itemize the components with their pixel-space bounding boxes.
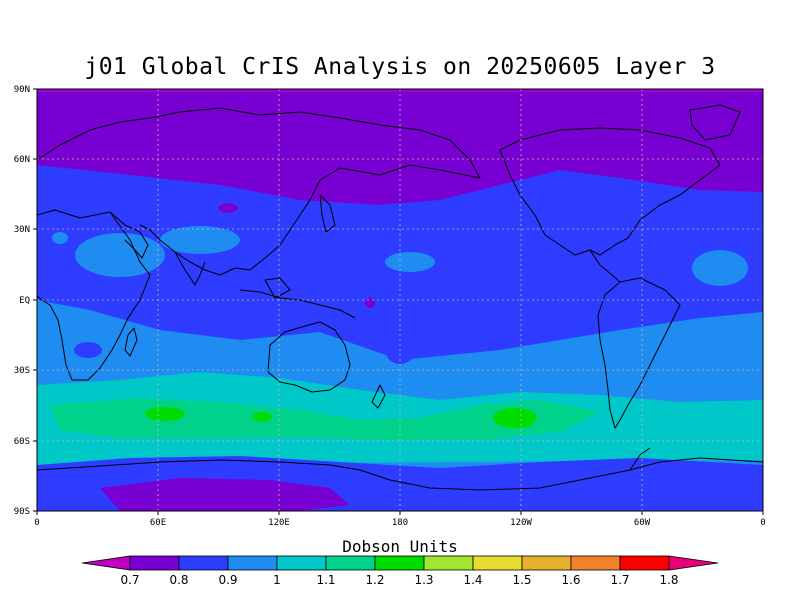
band-greenteal: [50, 398, 600, 440]
coast-arabia: [109, 211, 149, 259]
coast-borneo: [264, 277, 291, 299]
coast-madagascar: [124, 327, 138, 357]
blob-cyan-4: [52, 232, 68, 244]
coast-maritime: [239, 289, 356, 319]
blob-cyan-1: [75, 233, 165, 277]
lat-label-60n: 60N: [14, 155, 30, 165]
map-title: j01 Global CrIS Analysis on 20250605 Lay…: [84, 54, 716, 80]
coast-antarctic-peninsula: [629, 447, 651, 471]
lon-label-60e: 60E: [150, 518, 166, 528]
lat-label-60s: 60S: [14, 437, 30, 447]
band-teal: [37, 372, 763, 465]
colorbar-label: 0.8: [169, 573, 188, 587]
blob-purple-1: [218, 203, 238, 213]
colorbar-segment: [129, 555, 180, 571]
coast-australia: [267, 321, 351, 393]
blob-cyan-2: [160, 226, 240, 254]
colorbar-segment: [325, 555, 376, 571]
colorbar-segment: [374, 555, 425, 571]
max-green-3: [493, 408, 537, 428]
colorbar-label: 0.7: [120, 573, 139, 587]
blob-blue-3: [386, 340, 414, 364]
coastlines: [37, 104, 763, 491]
lon-label-120w: 120W: [510, 518, 532, 528]
colorbar-label: 1.1: [316, 573, 335, 587]
blob-blue-1: [74, 342, 102, 358]
colorbar-label: 1.8: [659, 573, 678, 587]
coast-nz: [371, 384, 386, 409]
colorbar-segment: [423, 555, 474, 571]
coast-asia-east: [139, 164, 481, 276]
colorbar-segment: [276, 555, 327, 571]
blob-purple-2: [365, 298, 375, 308]
coast-greenland: [689, 104, 741, 141]
coast-africa: [37, 209, 151, 381]
lon-label-60w: 60W: [634, 518, 651, 528]
max-green-1: [145, 407, 185, 421]
colorbar-label: 1.5: [512, 573, 531, 587]
coast-india: [174, 251, 206, 286]
colorbar-label: 0.9: [218, 573, 237, 587]
colorbar-label: 1.3: [414, 573, 433, 587]
lon-label-0-end: 0: [760, 518, 765, 528]
colorbar-segment: [178, 555, 229, 571]
lon-axis: 0 60E 120E 180 120W 60W 0: [34, 511, 766, 528]
colorbar-label: 1.7: [610, 573, 629, 587]
colorbar-segment: [472, 555, 523, 571]
lon-label-0: 0: [34, 518, 39, 528]
coast-japan: [319, 194, 336, 233]
lat-label-30n: 30N: [14, 225, 30, 235]
colorbar-segment: [619, 555, 670, 571]
colorbar-label: 1: [273, 573, 281, 587]
lon-label-120e: 120E: [268, 518, 290, 528]
colorbar-label: 1.6: [561, 573, 580, 587]
blob-cyan-5: [692, 250, 748, 286]
polar-purple-south: [100, 478, 350, 511]
colorbar-segment: [570, 555, 621, 571]
coast-antarctica: [37, 457, 763, 491]
lat-label-90s: 90S: [14, 507, 30, 517]
colorbar-arrow-high: [668, 555, 719, 571]
colorbar-title: Dobson Units: [342, 537, 458, 556]
coast-north-america: [499, 127, 721, 256]
colorbar-label: 1.4: [463, 573, 482, 587]
blob-cyan-3: [385, 252, 435, 272]
blob-blue-2: [514, 318, 546, 334]
coast-south-america: [597, 277, 681, 429]
colorbar-arrow-low: [81, 555, 131, 571]
colorbar: 0.7 0.8 0.9 1 1.1 1.2 1.3 1.4 1.5 1.6 1.7 1.8: [81, 555, 719, 587]
grid: [37, 89, 763, 511]
coast-eurasia-north: [37, 107, 481, 179]
max-green-2: [252, 412, 272, 422]
lat-label-90n: 90N: [14, 85, 30, 95]
colorbar-label: 1.2: [365, 573, 384, 587]
colorbar-segment: [521, 555, 572, 571]
lat-label-eq: EQ: [19, 296, 30, 306]
coast-central-america: [589, 249, 621, 283]
lon-label-180: 180: [392, 518, 408, 528]
colorbar-segment: [227, 555, 278, 571]
lat-label-30s: 30S: [14, 366, 30, 376]
lat-axis: 90N 60N 30N EQ 30S 60S 90S: [14, 85, 37, 517]
